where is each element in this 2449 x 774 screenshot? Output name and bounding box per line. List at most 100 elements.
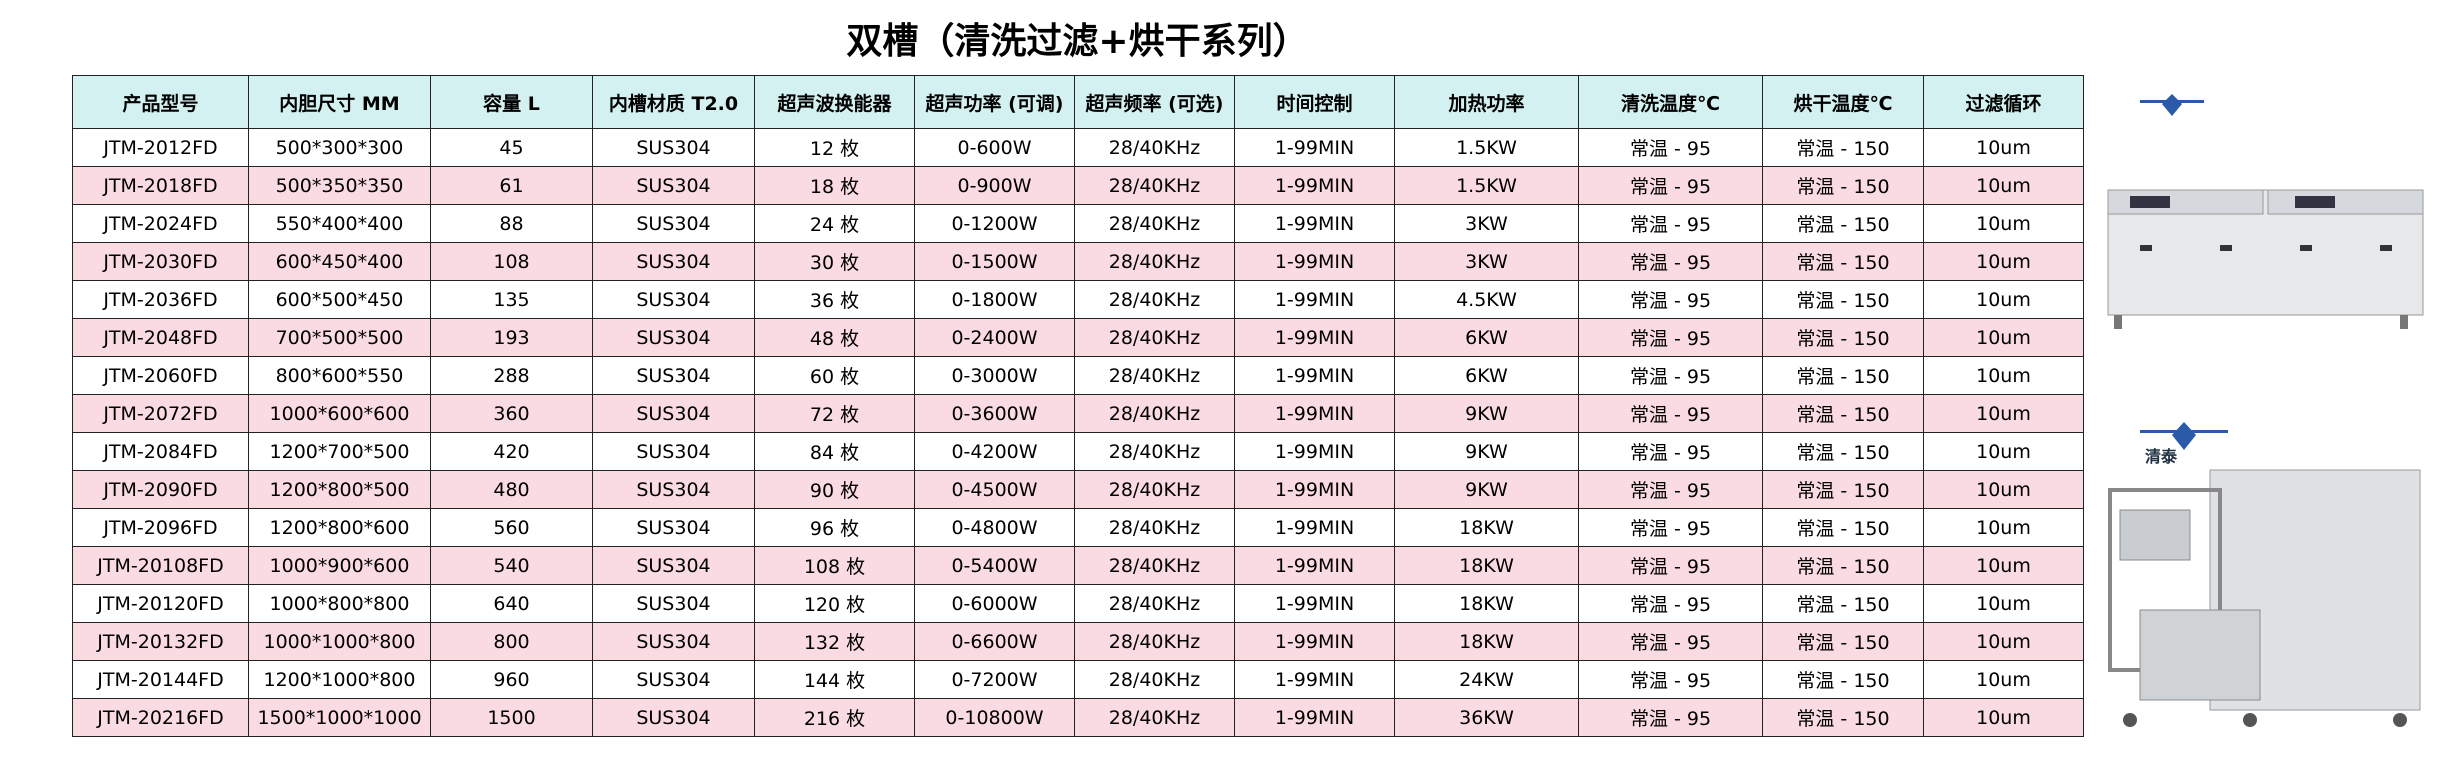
table-cell: 28/40KHz: [1074, 546, 1235, 585]
table-row: JTM-2048FD 700*500*500 193 SUS304 48 枚 0-2400…: [72, 318, 2084, 357]
table-cell: 48 枚: [754, 318, 915, 357]
spec-table: 产品型号 内胆尺寸 MM 容量 L 内槽材质 T2.0 超声波换能器 超声功率 (可调) 超…: [72, 75, 2084, 737]
table-cell: 常温 - 95: [1578, 508, 1763, 547]
table-cell: 288: [430, 356, 593, 395]
table-cell: 常温 - 150: [1762, 242, 1924, 281]
table-cell: 1-99MIN: [1234, 242, 1395, 281]
table-cell: 1-99MIN: [1234, 432, 1395, 471]
table-cell: SUS304: [592, 660, 755, 699]
table-cell: 常温 - 150: [1762, 698, 1924, 737]
table-row: JTM-20108FD 1000*900*600 540 SUS304 108 枚 0-5…: [72, 546, 2084, 585]
table-cell: 1500*1000*1000: [248, 698, 431, 737]
table-cell: 1200*700*500: [248, 432, 431, 471]
table-cell: 常温 - 150: [1762, 622, 1924, 661]
table-cell: 常温 - 95: [1578, 698, 1763, 737]
table-cell: 18KW: [1394, 508, 1579, 547]
table-cell: 常温 - 150: [1762, 394, 1924, 433]
table-cell: 28/40KHz: [1074, 242, 1235, 281]
table-cell: 1-99MIN: [1234, 280, 1395, 319]
table-cell: SUS304: [592, 470, 755, 509]
page-title: 双槽（清洗过滤+烘干系列）: [846, 21, 1309, 62]
table-cell: 193: [430, 318, 593, 357]
table-cell: 0-3000W: [914, 356, 1075, 395]
table-cell: 常温 - 95: [1578, 318, 1763, 357]
table-cell: 10um: [1923, 546, 2084, 585]
column-header: 内槽材质 T2.0: [592, 75, 755, 129]
table-cell: 4.5KW: [1394, 280, 1579, 319]
table-cell: SUS304: [592, 622, 755, 661]
table-cell: 800*600*550: [248, 356, 431, 395]
table-row: JTM-2096FD 1200*800*600 560 SUS304 96 枚 0-480…: [72, 508, 2084, 547]
column-header: 烘干温度℃: [1762, 75, 1924, 129]
table-cell: 0-2400W: [914, 318, 1075, 357]
table-cell: 1-99MIN: [1234, 584, 1395, 623]
table-cell: 0-600W: [914, 128, 1075, 167]
table-row: JTM-2012FD 500*300*300 45 SUS304 12 枚 0-600W 2…: [72, 128, 2084, 167]
table-cell: 常温 - 150: [1762, 356, 1924, 395]
column-header: 产品型号: [72, 75, 249, 129]
column-header: 超声波换能器: [754, 75, 915, 129]
table-cell: 28/40KHz: [1074, 280, 1235, 319]
logo: 清泰: [2140, 422, 2228, 466]
table-row: JTM-20132FD 1000*1000*800 800 SUS304 132 枚 0-…: [72, 622, 2084, 661]
table-cell: 10um: [1923, 622, 2084, 661]
table-cell: 1-99MIN: [1234, 394, 1395, 433]
table-cell: 28/40KHz: [1074, 204, 1235, 243]
table-row: JTM-2090FD 1200*800*500 480 SUS304 90 枚 0-450…: [72, 470, 2084, 509]
table-cell: 28/40KHz: [1074, 128, 1235, 167]
table-cell: 12 枚: [754, 128, 915, 167]
table-cell: 10um: [1923, 280, 2084, 319]
table-cell: JTM-20144FD: [72, 660, 249, 699]
table-cell: JTM-2096FD: [72, 508, 249, 547]
table-cell: 144 枚: [754, 660, 915, 699]
table-cell: 1000*1000*800: [248, 622, 431, 661]
column-header: 超声功率 (可调): [914, 75, 1075, 129]
table-cell: 1.5KW: [1394, 166, 1579, 205]
table-row: JTM-2072FD 1000*600*600 360 SUS304 72 枚 0-360…: [72, 394, 2084, 433]
table-cell: 常温 - 150: [1762, 432, 1924, 471]
table-cell: 1-99MIN: [1234, 166, 1395, 205]
table-cell: 28/40KHz: [1074, 584, 1235, 623]
table-cell: 540: [430, 546, 593, 585]
table-row: JTM-2018FD 500*350*350 61 SUS304 18 枚 0-900W 2…: [72, 166, 2084, 205]
table-cell: 18 枚: [754, 166, 915, 205]
table-cell: SUS304: [592, 432, 755, 471]
table-cell: 28/40KHz: [1074, 432, 1235, 471]
table-cell: JTM-2048FD: [72, 318, 249, 357]
table-cell: 10um: [1923, 508, 2084, 547]
table-cell: 10um: [1923, 698, 2084, 737]
table-cell: 60 枚: [754, 356, 915, 395]
table-cell: SUS304: [592, 204, 755, 243]
table-cell: 24 枚: [754, 204, 915, 243]
table-cell: 132 枚: [754, 622, 915, 661]
column-header: 过滤循环: [1923, 75, 2084, 129]
column-header: 时间控制: [1234, 75, 1395, 129]
table-cell: SUS304: [592, 280, 755, 319]
column-header: 超声频率 (可选): [1074, 75, 1235, 129]
table-cell: 61: [430, 166, 593, 205]
column-header: 加热功率: [1394, 75, 1579, 129]
table-cell: 0-5400W: [914, 546, 1075, 585]
table-cell: 28/40KHz: [1074, 318, 1235, 357]
table-cell: 9KW: [1394, 432, 1579, 471]
table-cell: 28/40KHz: [1074, 470, 1235, 509]
table-cell: 480: [430, 470, 593, 509]
table-cell: 360: [430, 394, 593, 433]
table-cell: 常温 - 95: [1578, 394, 1763, 433]
table-cell: JTM-20216FD: [72, 698, 249, 737]
table-cell: 常温 - 150: [1762, 584, 1924, 623]
table-cell: 3KW: [1394, 204, 1579, 243]
table-cell: 6KW: [1394, 318, 1579, 357]
table-cell: 10um: [1923, 432, 2084, 471]
table-cell: 0-1200W: [914, 204, 1075, 243]
table-cell: 28/40KHz: [1074, 508, 1235, 547]
table-row: JTM-2024FD 550*400*400 88 SUS304 24 枚 0-1200W…: [72, 204, 2084, 243]
product-images: 清泰: [2107, 94, 2424, 727]
table-cell: SUS304: [592, 546, 755, 585]
table-cell: 28/40KHz: [1074, 660, 1235, 699]
table-cell: 常温 - 95: [1578, 660, 1763, 699]
table-row: JTM-2060FD 800*600*550 288 SUS304 60 枚 0-3000…: [72, 356, 2084, 395]
table-cell: 10um: [1923, 204, 2084, 243]
table-cell: 550*400*400: [248, 204, 431, 243]
table-cell: 3KW: [1394, 242, 1579, 281]
